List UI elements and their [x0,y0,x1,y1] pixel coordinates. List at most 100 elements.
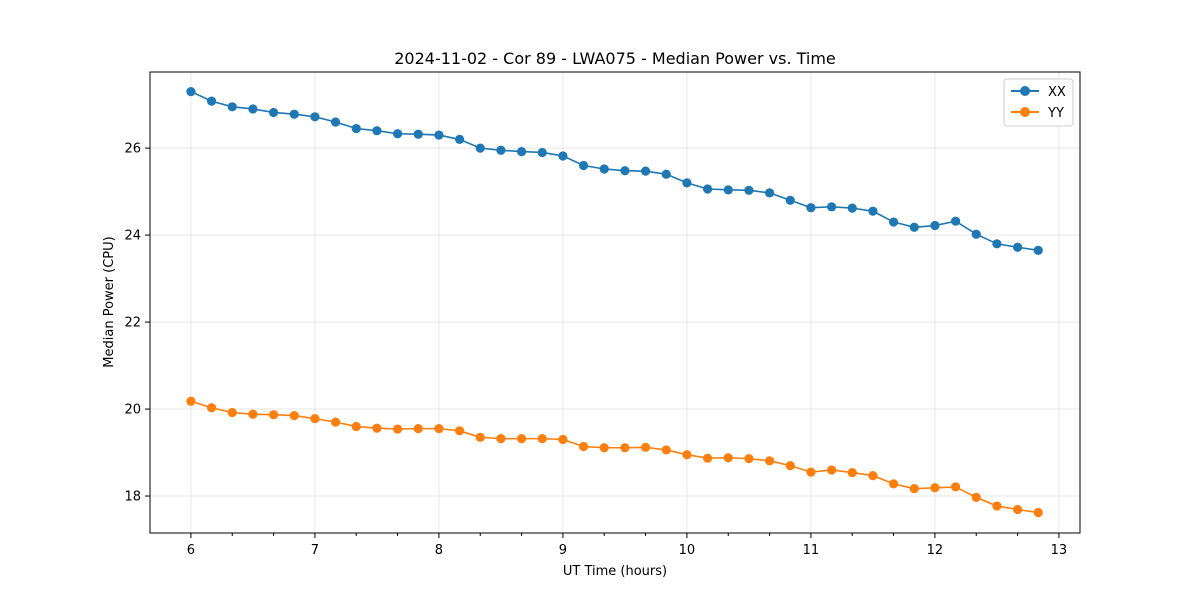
data-point-yy [847,467,857,478]
data-point-xx [578,160,589,171]
x-tick-label: 9 [559,543,567,558]
data-point-xx [496,145,506,155]
data-point-xx [744,185,754,195]
x-tick-label: 10 [679,543,696,558]
data-point-yy [764,456,775,466]
legend-label-yy: YY [1047,106,1064,121]
data-point-xx [372,126,382,136]
series-yy [186,396,1043,518]
x-tick-label: 12 [927,543,944,558]
data-point-yy [186,396,196,406]
data-point-xx [475,143,485,153]
data-point-xx [661,169,671,179]
legend: XX YY [1003,78,1074,127]
data-point-xx [702,184,713,194]
data-point-xx [826,202,837,212]
data-point-yy [682,450,692,460]
data-point-yy [868,470,878,481]
data-point-xx [909,222,919,232]
data-point-yy [496,434,506,444]
data-point-xx [888,217,899,227]
data-point-xx [620,166,630,176]
data-point-yy [888,479,899,489]
x-tick-label: 6 [187,543,195,558]
x-tick-label: 11 [803,543,820,558]
data-point-yy [702,453,713,463]
data-point-yy [454,426,465,436]
x-tick-label: 13 [1051,543,1068,558]
data-point-xx [950,216,961,226]
data-point-yy [950,482,961,492]
y-tick-label: 22 [124,316,141,331]
legend-marker-yy [1020,107,1030,117]
data-point-yy [289,410,299,421]
data-point-xx [992,239,1002,249]
data-point-xx [764,188,775,198]
data-point-xx [785,195,795,205]
data-point-yy [599,443,609,453]
data-point-xx [847,203,857,213]
y-tick-label: 18 [124,490,141,505]
data-point-xx [537,147,547,158]
data-point-yy [310,414,320,424]
data-point-xx [806,203,816,213]
data-point-xx [227,102,237,112]
data-point-xx [289,109,299,119]
chart-title: 2024-11-02 - Cor 89 - LWA075 - Median Po… [394,49,836,68]
data-point-yy [227,407,237,418]
data-point-yy [413,424,423,434]
data-point-yy [992,501,1002,511]
data-point-yy [372,423,382,433]
plot-area-frame [149,71,1081,534]
data-point-yy [723,453,733,463]
data-point-yy [248,409,258,419]
legend-label-xx: XX [1048,85,1066,100]
y-axis-title: Median Power (CPU) [102,236,117,367]
data-point-yy [971,492,981,502]
data-point-xx [640,166,651,176]
data-point-yy [640,442,651,452]
data-point-xx [1033,245,1043,255]
data-point-xx [1012,242,1023,252]
data-point-xx [516,146,527,157]
data-point-yy [909,484,919,494]
x-axis-title: UT Time (hours) [563,564,667,579]
data-point-xx [248,104,258,114]
data-point-yy [434,424,444,434]
y-tick-label: 24 [124,229,141,244]
data-point-xx [351,123,361,134]
data-point-xx [723,185,733,195]
data-point-yy [516,434,527,444]
y-tick-label: 26 [124,142,141,157]
axes: 6 7 8 9 10 11 12 13 18 20 22 24 26 [124,142,1067,558]
data-point-yy [1033,507,1043,518]
series-xx [186,86,1043,255]
x-tick-label: 7 [311,543,319,558]
data-point-yy [620,443,630,453]
y-tick-label: 20 [124,403,141,418]
data-point-yy [1012,504,1023,515]
data-point-xx [454,134,465,145]
data-point-yy [330,417,341,427]
data-point-yy [268,410,279,420]
data-point-xx [868,206,878,216]
data-point-xx [310,112,320,122]
data-point-yy [661,445,671,455]
data-point-xx [392,129,403,139]
grid-lines [150,72,1080,533]
data-point-yy [578,441,589,452]
data-point-yy [475,432,485,442]
data-point-yy [537,434,547,444]
data-point-yy [392,424,403,434]
data-point-yy [351,421,361,432]
data-point-xx [268,107,279,118]
plot-series [186,86,1043,518]
data-point-yy [558,434,568,445]
data-point-xx [599,164,609,174]
data-point-xx [434,130,444,140]
legend-marker-xx [1020,86,1030,96]
data-point-xx [971,229,981,239]
